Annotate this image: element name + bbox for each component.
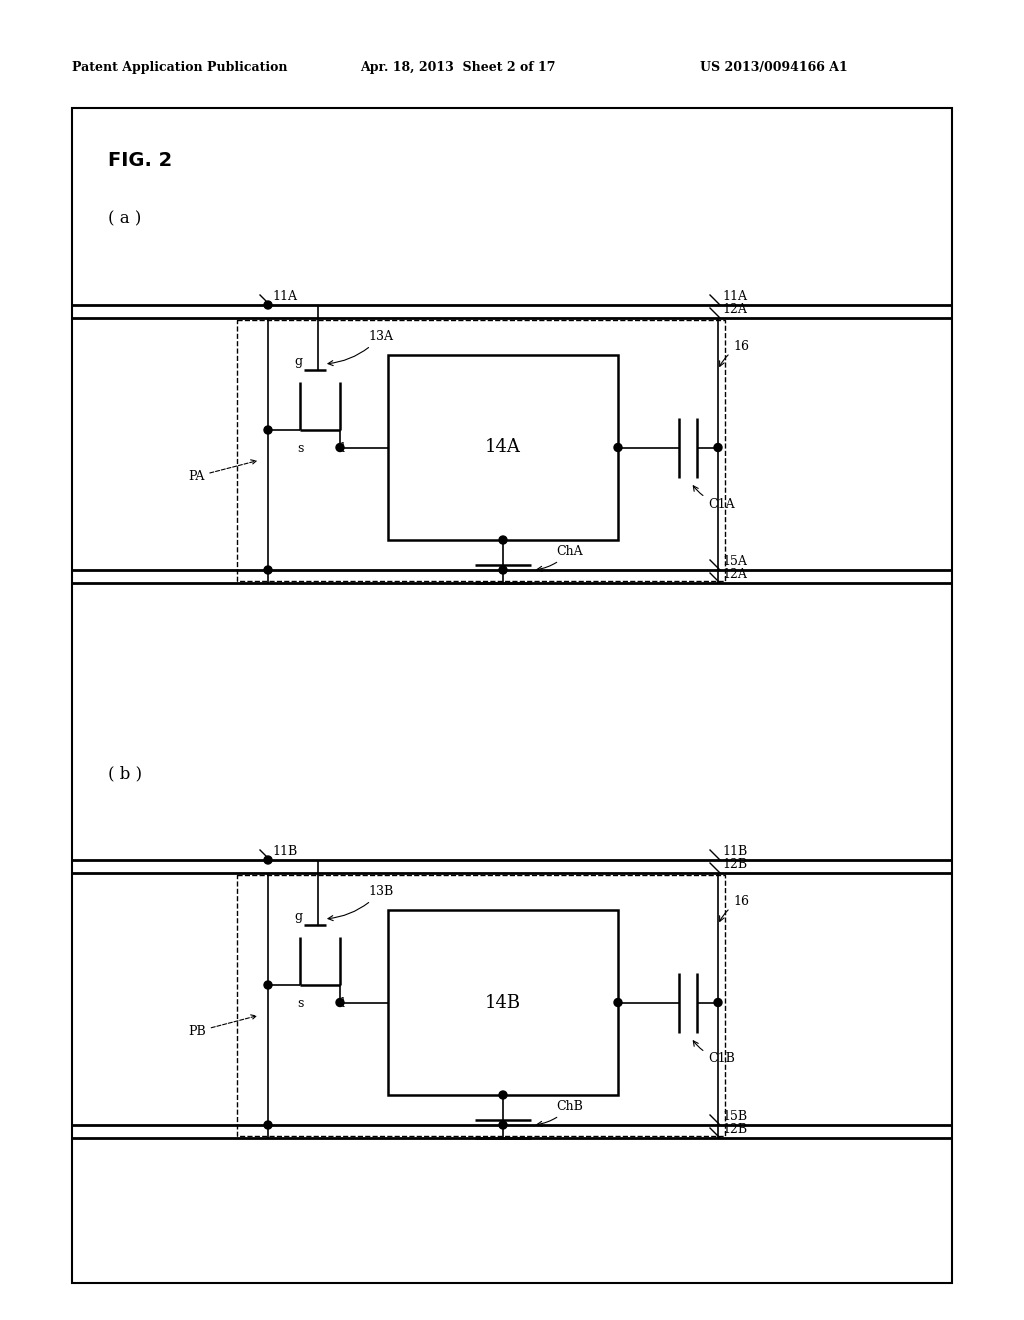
Bar [388, 355, 618, 540]
Text: d: d [336, 442, 344, 455]
Text: 13B: 13B [328, 884, 393, 920]
Text: ( b ): ( b ) [108, 766, 142, 781]
Circle shape [264, 855, 272, 865]
Text: ChA: ChA [537, 545, 583, 572]
Circle shape [714, 998, 722, 1006]
Text: 11B: 11B [722, 845, 748, 858]
Text: 12B: 12B [722, 858, 748, 871]
Text: 12B: 12B [722, 1123, 748, 1137]
Bar [237, 319, 725, 581]
Circle shape [264, 1121, 272, 1129]
Text: 11B: 11B [272, 845, 297, 858]
Text: 16: 16 [720, 895, 749, 921]
Text: g: g [294, 355, 302, 368]
Text: 11A: 11A [722, 290, 746, 304]
Bar [388, 909, 618, 1096]
Text: C1B: C1B [693, 1040, 735, 1065]
Bar [237, 875, 725, 1137]
Text: s: s [297, 997, 303, 1010]
Text: PA: PA [188, 459, 256, 483]
Text: FIG. 2: FIG. 2 [108, 150, 172, 169]
Text: US 2013/0094166 A1: US 2013/0094166 A1 [700, 62, 848, 74]
Text: 14A: 14A [485, 438, 521, 457]
Circle shape [499, 536, 507, 544]
Text: C1A: C1A [693, 486, 734, 511]
Text: 13A: 13A [328, 330, 393, 366]
Text: s: s [297, 442, 303, 455]
Text: 12A: 12A [722, 304, 746, 315]
Circle shape [499, 1092, 507, 1100]
Text: 14B: 14B [485, 994, 521, 1011]
Circle shape [614, 444, 622, 451]
Circle shape [336, 998, 344, 1006]
Bar [72, 108, 952, 1283]
Text: PB: PB [188, 1015, 256, 1038]
Circle shape [614, 998, 622, 1006]
Text: 12A: 12A [722, 568, 746, 581]
Circle shape [264, 301, 272, 309]
Text: 16: 16 [720, 341, 749, 367]
Text: ( a ): ( a ) [108, 210, 141, 227]
Circle shape [264, 981, 272, 989]
Text: 15B: 15B [722, 1110, 748, 1123]
Circle shape [336, 444, 344, 451]
Text: g: g [294, 909, 302, 923]
Circle shape [499, 566, 507, 574]
Text: 15A: 15A [722, 554, 746, 568]
Text: d: d [336, 997, 344, 1010]
Circle shape [264, 566, 272, 574]
Text: 11A: 11A [272, 290, 297, 304]
Circle shape [499, 1121, 507, 1129]
Circle shape [264, 426, 272, 434]
Text: Apr. 18, 2013  Sheet 2 of 17: Apr. 18, 2013 Sheet 2 of 17 [360, 62, 555, 74]
Circle shape [714, 444, 722, 451]
Text: ChB: ChB [537, 1100, 583, 1126]
Text: Patent Application Publication: Patent Application Publication [72, 62, 288, 74]
